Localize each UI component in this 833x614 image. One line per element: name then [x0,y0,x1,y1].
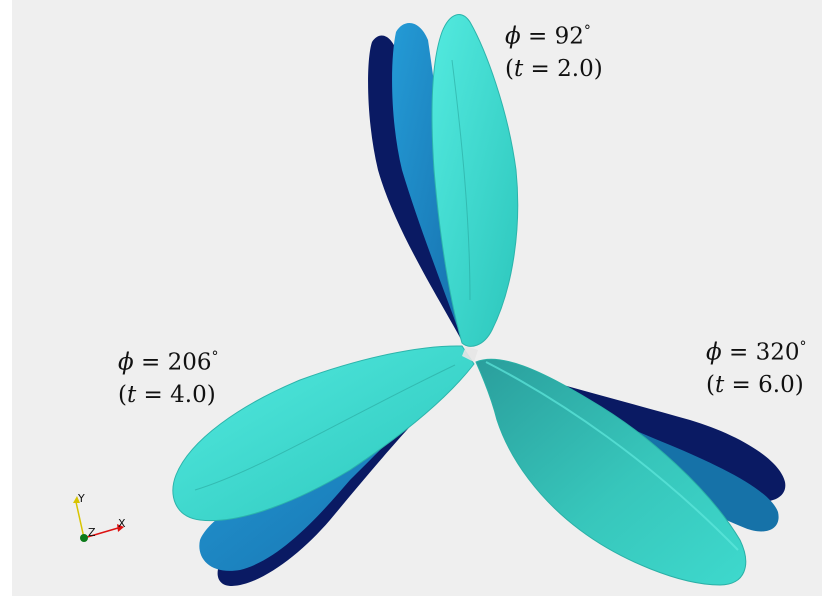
equals-sign: = [523,56,558,82]
time-value: 2.0 [557,56,594,82]
time-line-top: (t = 2.0) [505,56,603,82]
axis-label-y: Y [78,492,85,505]
phi-symbol: ϕ [706,339,722,366]
angle-value: 92 [554,23,584,50]
degree-sign: ° [799,339,807,355]
wing-left-light [172,345,475,522]
label-right-wing: ϕ = 320° (t = 6.0) [706,340,807,408]
x-axis-line [83,527,119,539]
equals-sign: = [724,372,759,398]
y-axis-line [75,501,85,539]
z-axis-dot [80,534,88,542]
angle-line-left: ϕ = 206° [118,350,219,384]
t-symbol: t [513,56,524,82]
phi-symbol: ϕ [118,349,134,376]
angle-line-right: ϕ = 320° [706,340,807,374]
time-line-right: (t = 6.0) [706,372,804,398]
axis-label-x: X [118,517,126,530]
degree-sign: ° [211,349,219,365]
y-axis-arrow [73,496,80,503]
time-line-left: (t = 4.0) [118,382,216,408]
wing-right-light [475,358,747,586]
equals-sign: = [136,382,171,408]
wing-right-group [475,358,786,586]
time-value: 6.0 [758,372,795,398]
t-symbol: t [714,372,725,398]
label-top-wing: ϕ = 92° (t = 2.0) [505,24,603,92]
axis-label-z: Z [88,526,96,539]
equals-sign: = [133,349,168,376]
angle-value: 320 [755,339,800,366]
equals-sign: = [721,339,756,366]
angle-line-top: ϕ = 92° [505,24,603,58]
t-symbol: t [126,382,137,408]
wing-top-light [431,14,519,347]
angle-value: 206 [167,349,212,376]
label-left-wing: ϕ = 206° (t = 4.0) [118,350,219,418]
wing-left-group [172,345,475,586]
x-axis-arrow [117,524,124,532]
equals-sign: = [520,23,555,50]
time-value: 4.0 [170,382,207,408]
wing-top-group [368,14,519,347]
phi-symbol: ϕ [505,23,521,50]
orientation-axes [73,496,124,542]
degree-sign: ° [583,23,591,39]
